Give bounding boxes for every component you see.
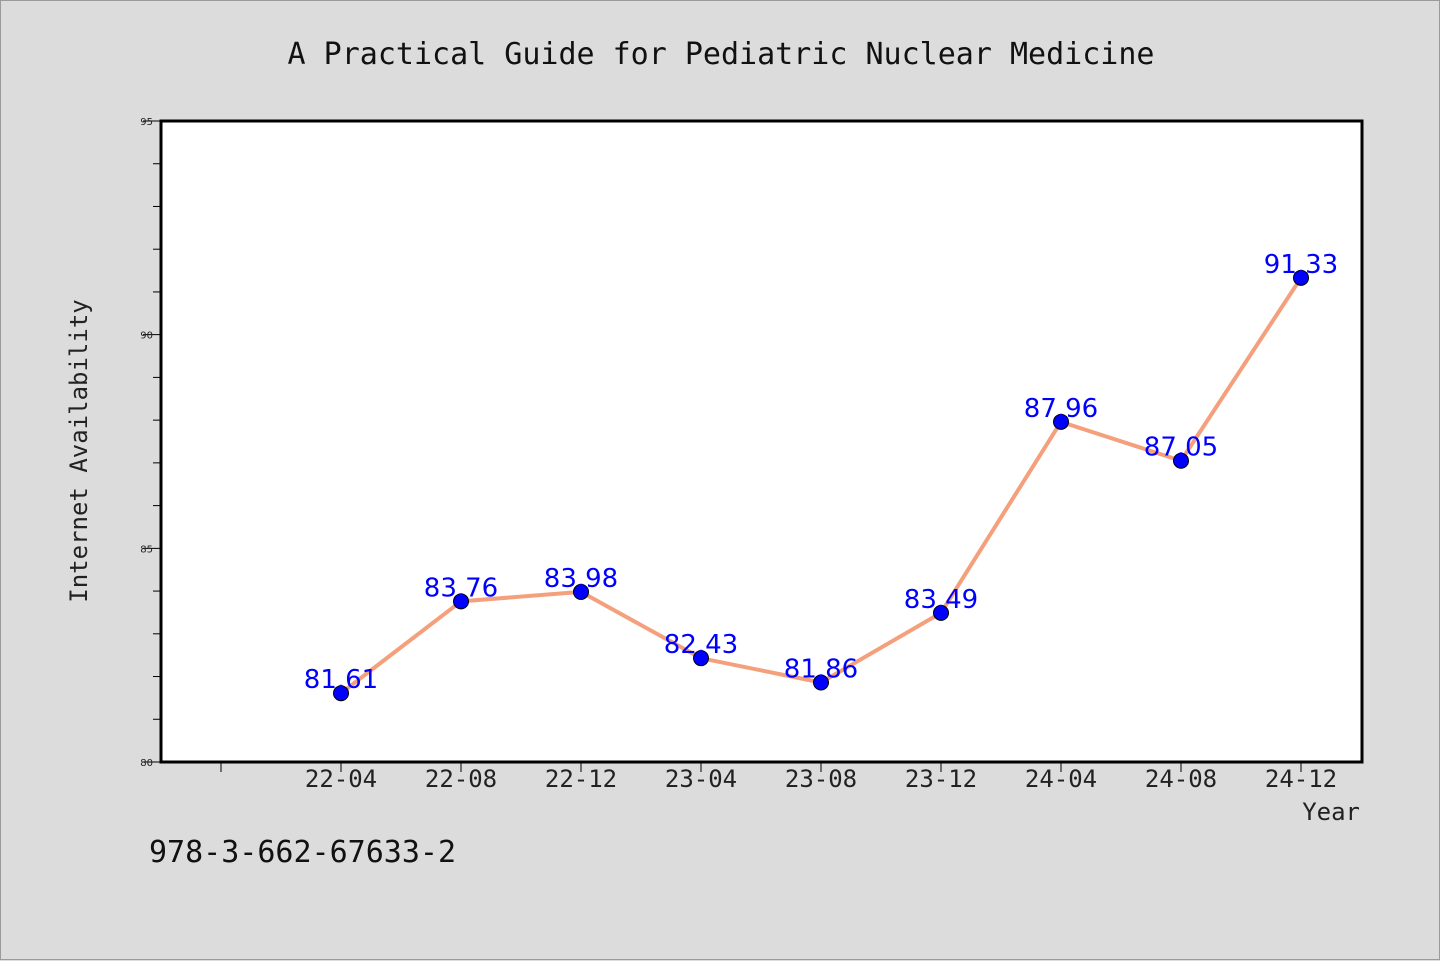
marker-group <box>333 269 1309 702</box>
y-tick-label: 95 <box>140 117 153 128</box>
y-tick-label: 90 <box>140 331 153 342</box>
data-label: 83.49 <box>904 585 978 615</box>
data-label: 83.76 <box>424 573 498 603</box>
x-tick-label: 22-08 <box>425 765 497 793</box>
series-line-segment <box>339 599 463 696</box>
data-label: 87.96 <box>1024 394 1098 424</box>
series-line-segment <box>579 589 703 661</box>
chart-title: A Practical Guide for Pediatric Nuclear … <box>288 37 1155 72</box>
data-point <box>693 650 709 667</box>
series-line-segment <box>1059 419 1183 463</box>
data-label: 83.98 <box>544 564 618 594</box>
x-tick-label: 24-08 <box>1145 765 1217 793</box>
series-line-group <box>339 275 1303 696</box>
x-tick-label: 23-12 <box>905 765 977 793</box>
series-line-segment <box>459 589 583 604</box>
x-tick-label: 22-12 <box>545 765 617 793</box>
x-tick-label: 23-04 <box>665 765 737 793</box>
data-label: 81.61 <box>304 665 378 695</box>
data-point <box>813 674 829 691</box>
x-tick-label: 22-04 <box>305 765 377 793</box>
x-tick-label: 24-04 <box>1025 765 1097 793</box>
data-point <box>333 685 349 702</box>
x-tick-label: 23-08 <box>785 765 857 793</box>
data-point <box>1173 452 1189 469</box>
data-label: 87.05 <box>1144 433 1218 463</box>
x-tick-label: 24-12 <box>1265 765 1337 793</box>
y-tick-label: 85 <box>140 544 153 555</box>
data-point <box>1293 269 1309 286</box>
x-axis: 22-04 22-08 22-12 23-04 23-08 23-12 24-04 24-08… <box>220 762 1337 793</box>
data-label: 91.33 <box>1264 250 1338 280</box>
data-label: 82.43 <box>664 630 738 660</box>
y-tick-label: 80 <box>140 758 153 769</box>
series-line-segment <box>939 419 1063 615</box>
series-line-segment <box>699 656 823 685</box>
y-axis-label: Internet Availability <box>65 299 93 602</box>
data-point <box>453 593 469 610</box>
data-point <box>933 604 949 621</box>
series-line-segment <box>1179 275 1303 463</box>
series-line-segment <box>819 610 943 685</box>
data-label-group: 81.61 83.76 83.98 82.43 81.86 83.49 87.96 87.05… <box>304 250 1338 695</box>
data-point <box>573 583 589 600</box>
y-axis: 80 85 90 95 <box>140 117 161 769</box>
x-axis-label: Year <box>1302 798 1360 826</box>
isbn-text: 978-3-662-67633-2 <box>149 835 457 870</box>
data-point <box>1053 413 1069 430</box>
plot-area <box>159 119 1364 764</box>
data-label: 81.86 <box>784 655 858 685</box>
